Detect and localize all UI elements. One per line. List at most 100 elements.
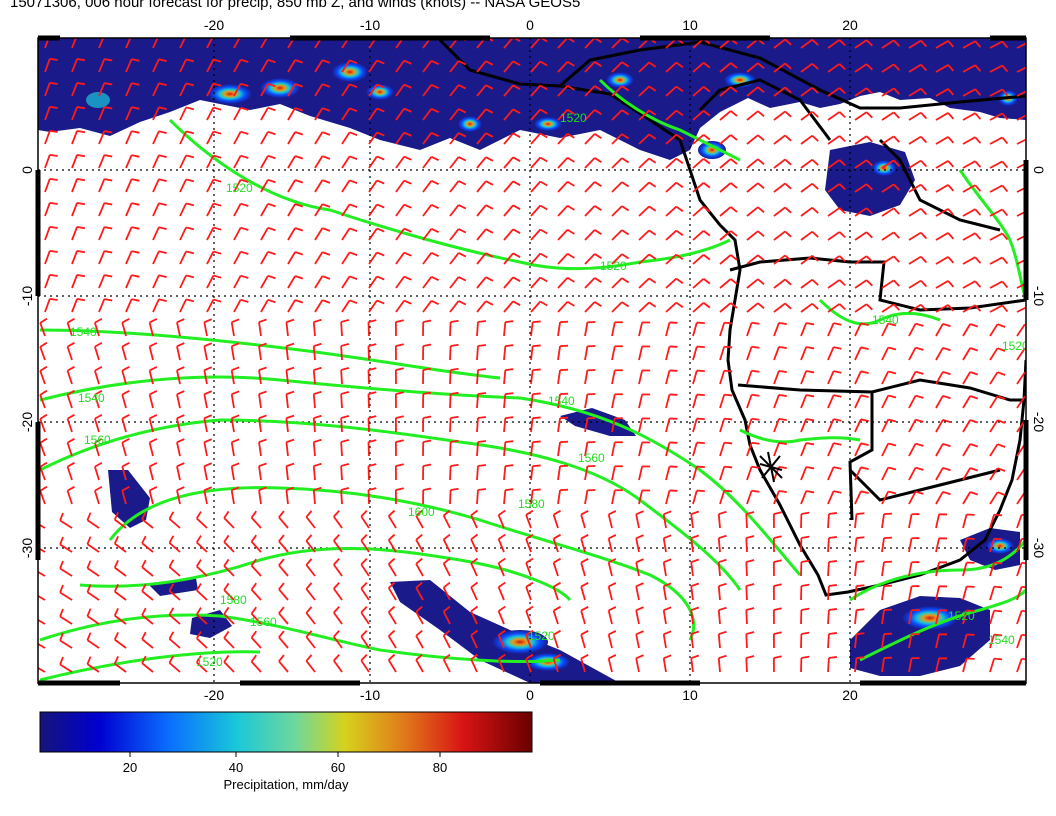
wind-barb (745, 631, 755, 649)
wind-barb (415, 557, 424, 577)
wind-barb (935, 40, 955, 49)
wind-barb (285, 462, 295, 481)
wind-barb (584, 181, 602, 193)
wind-barb (179, 154, 195, 169)
wind-barb (827, 490, 842, 505)
wind-barb (285, 414, 295, 433)
wind-barb (557, 344, 569, 361)
wind-barb (305, 534, 316, 553)
wind-barb (989, 419, 1006, 433)
inner-border-2 (878, 138, 1001, 232)
wind-barb (719, 369, 733, 385)
wind-barb (260, 178, 276, 193)
wind-barb (206, 38, 222, 49)
wind-barb (662, 606, 672, 625)
wind-barb (662, 582, 672, 601)
wind-barb (39, 341, 48, 361)
wind-barb (59, 560, 73, 577)
wind-barb (607, 534, 617, 553)
wind-barb (935, 322, 951, 337)
wind-barb (333, 606, 343, 625)
wind-barb (1016, 282, 1026, 289)
wind-barb (230, 486, 240, 505)
wind-barb (38, 642, 46, 649)
wind-barb (368, 203, 385, 217)
wind-barb (233, 178, 249, 193)
wind-barb (179, 250, 195, 265)
wind-barb (113, 560, 127, 577)
wind-barb (989, 64, 1009, 73)
wind-barb (503, 320, 514, 337)
wind-barb (39, 413, 48, 433)
wind-barb (935, 280, 955, 289)
wind-barb (44, 201, 58, 217)
wind-barb (148, 318, 158, 337)
wind-barb (141, 535, 154, 553)
wind-barb (260, 82, 276, 97)
wind-barb (66, 365, 75, 385)
wind-barb (168, 583, 181, 601)
wind-barb (503, 228, 521, 241)
wind-barb (665, 85, 684, 97)
wind-barb (415, 581, 424, 601)
wind-barb (368, 131, 385, 145)
wind-barb (881, 466, 897, 481)
wind-barb (854, 418, 869, 433)
wind-barb (287, 227, 304, 241)
wind-barb (121, 486, 130, 505)
wind-barb (333, 582, 343, 601)
wind-barb (44, 177, 58, 193)
wind-barb (584, 133, 602, 145)
wind-barb (962, 112, 982, 121)
wind-barb (94, 365, 103, 385)
wind-barb (476, 132, 494, 145)
wind-barb (1016, 162, 1026, 169)
wind-barb (745, 655, 755, 673)
wind-barb (580, 558, 589, 577)
wind-barb (692, 182, 711, 193)
wind-barb (962, 280, 982, 289)
wind-barb (196, 631, 208, 649)
wind-barb (39, 389, 48, 409)
wind-barb (121, 438, 130, 457)
wind-barb (206, 274, 222, 289)
wind-barb (141, 655, 154, 673)
wind-barb (59, 512, 73, 529)
wind-barb (94, 461, 103, 481)
wind-barb (503, 416, 514, 433)
wind-barb (449, 252, 467, 265)
wind-barb (152, 130, 167, 145)
wind-barb (746, 417, 760, 433)
wind-barb (854, 183, 873, 193)
wind-barb (233, 226, 249, 241)
wind-barb (525, 581, 534, 601)
wind-barb (746, 206, 765, 217)
wind-barb (415, 653, 424, 673)
wind-barb (476, 156, 494, 169)
wind-barb (38, 618, 46, 625)
wind-barb (258, 342, 267, 361)
wind-barb (395, 203, 412, 217)
wind-barb (148, 390, 158, 409)
height-contour-line (39, 650, 261, 682)
wind-barb (719, 86, 738, 97)
wind-barb (530, 464, 541, 481)
wind-barb (530, 440, 541, 457)
africa-coastline (438, 38, 1026, 597)
wind-barb (98, 82, 113, 97)
wind-barb (141, 559, 154, 577)
wind-barb (141, 583, 154, 601)
wind-barb (962, 585, 975, 601)
wind-barb (449, 180, 467, 193)
wind-barb (935, 418, 951, 433)
wind-barb (719, 393, 733, 409)
wind-barb (176, 342, 185, 361)
wind-barb (935, 304, 955, 313)
lat-tick: 0 (19, 166, 35, 174)
wind-barb (800, 230, 819, 241)
wind-barb (854, 394, 869, 409)
wind-barb (773, 489, 787, 505)
wind-barb (881, 111, 901, 121)
wind-barb (908, 585, 920, 601)
wind-barb (881, 656, 893, 673)
